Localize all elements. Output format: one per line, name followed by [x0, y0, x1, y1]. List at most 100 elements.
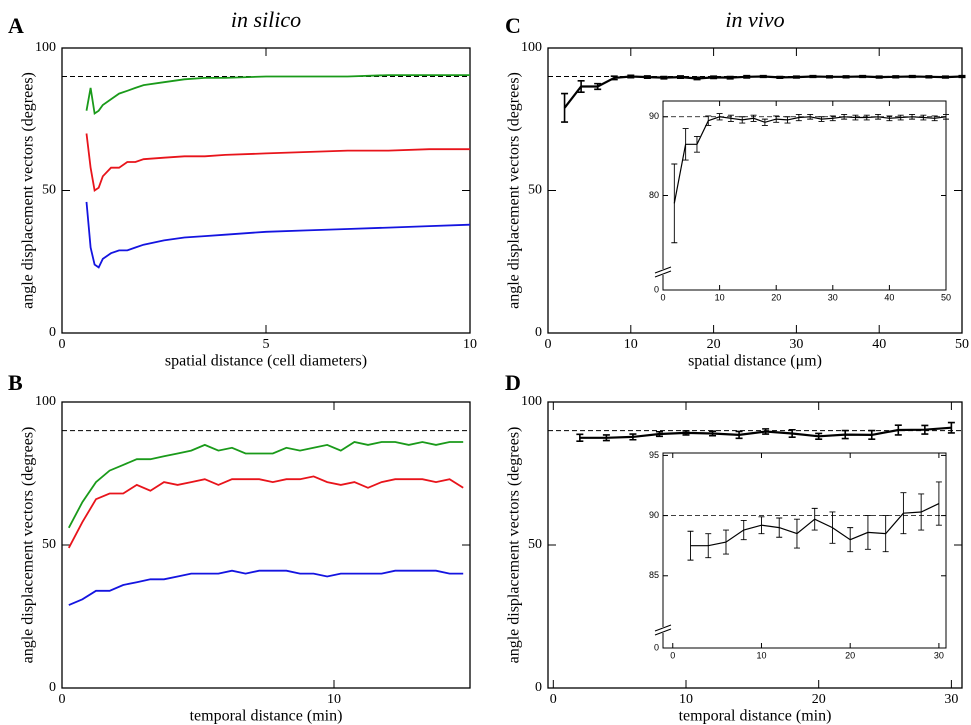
error-bar	[793, 518, 800, 549]
error-bar	[892, 75, 900, 79]
error-bar	[759, 74, 767, 79]
error-bar	[852, 114, 859, 121]
panel-label: B	[8, 370, 23, 395]
error-bar	[947, 421, 955, 434]
y-tick-label: 50	[528, 183, 542, 198]
axis-break	[654, 628, 672, 636]
error-bar	[897, 114, 904, 121]
x-tick-label: 20	[845, 650, 855, 660]
error-bar	[682, 128, 689, 161]
y-tick-label: 100	[521, 394, 542, 409]
error-bar	[818, 116, 825, 122]
error-bar	[864, 515, 871, 550]
error-bar	[847, 527, 854, 553]
error-bar	[908, 74, 916, 79]
x-tick-label: 10	[624, 337, 638, 352]
panel-label: C	[505, 13, 521, 38]
y-tick-label: 90	[649, 510, 659, 520]
error-bar	[918, 493, 925, 531]
x-tick-label: 10	[715, 292, 725, 302]
x-tick-label: 50	[941, 292, 951, 302]
error-bar	[705, 115, 712, 126]
error-bar	[811, 507, 818, 531]
error-bar	[921, 424, 929, 435]
error-bar	[920, 114, 927, 121]
x-tick-label: 0	[59, 692, 66, 707]
error-bar	[627, 74, 635, 79]
axis-break	[654, 270, 672, 278]
error-bar	[875, 113, 882, 120]
error-bar	[761, 118, 768, 126]
panel-label: A	[8, 13, 24, 38]
y-tick-label: 85	[649, 570, 659, 580]
error-bar	[829, 115, 836, 122]
y-tick-label: 50	[42, 537, 56, 552]
error-bar	[739, 116, 746, 124]
error-bar	[859, 74, 867, 79]
error-bar	[693, 76, 701, 81]
error-bar	[577, 79, 585, 93]
error-bar	[909, 113, 916, 120]
error-bar	[943, 113, 949, 120]
error-bar	[941, 75, 949, 79]
error-bar	[687, 530, 694, 561]
x-axis-label: spatial distance (cell diameters)	[165, 353, 367, 370]
error-bar	[886, 115, 893, 122]
error-bar	[660, 75, 668, 80]
y-tick-label: 50	[528, 537, 542, 552]
error-bar	[561, 92, 569, 123]
x-tick-label: 0	[545, 337, 552, 352]
data-line	[68, 475, 464, 549]
plot-frame	[61, 401, 471, 689]
error-bar	[931, 115, 938, 122]
x-tick-label: 10	[756, 650, 766, 660]
error-bar	[925, 75, 933, 79]
x-axis-label: temporal distance (min)	[190, 708, 343, 725]
error-bar	[773, 115, 780, 123]
error-bar	[743, 74, 751, 79]
y-tick-label: 0	[654, 284, 659, 294]
error-bar	[709, 430, 717, 437]
y-tick-label: 50	[42, 183, 56, 198]
error-bar	[762, 428, 770, 435]
y-tick-label: 0	[535, 325, 542, 340]
error-bar	[716, 113, 723, 121]
y-tick-label: 90	[649, 111, 659, 121]
error-bar	[735, 430, 743, 440]
x-tick-label: 10	[463, 337, 477, 352]
x-tick-label: 0	[550, 692, 557, 707]
error-bar	[900, 492, 907, 535]
error-bar	[710, 75, 718, 80]
axis-break	[654, 266, 672, 274]
x-tick-label: 30	[934, 650, 944, 660]
y-tick-label: 100	[35, 40, 56, 55]
data-line	[68, 441, 464, 529]
error-bar	[594, 82, 602, 91]
error-bar	[727, 114, 734, 122]
x-tick-label: 50	[955, 337, 969, 352]
error-bar	[875, 75, 883, 79]
error-bar	[726, 75, 734, 80]
error-bar	[809, 74, 817, 79]
error-bar	[863, 114, 870, 121]
y-tick-label: 0	[49, 325, 56, 340]
error-bar	[576, 433, 584, 442]
error-bar	[841, 113, 848, 120]
error-bar	[776, 75, 784, 80]
x-tick-label: 5	[263, 337, 270, 352]
panel-label: D	[505, 370, 521, 395]
x-tick-label: 20	[771, 292, 781, 302]
x-tick-label: 0	[670, 650, 675, 660]
y-tick-label: 95	[649, 450, 659, 460]
y-axis-label: angle displacement vectors (degrees)	[20, 72, 37, 309]
error-bar	[784, 116, 791, 124]
error-bar	[795, 113, 802, 122]
x-tick-label: 30	[828, 292, 838, 302]
y-tick-label: 100	[521, 40, 542, 55]
y-axis-label: angle displacement vectors (degrees)	[506, 72, 523, 309]
error-bar	[842, 75, 850, 79]
axis-break-gap	[657, 269, 669, 275]
error-bar	[629, 433, 637, 441]
axis-break-gap	[657, 627, 669, 633]
error-bar	[807, 113, 814, 120]
